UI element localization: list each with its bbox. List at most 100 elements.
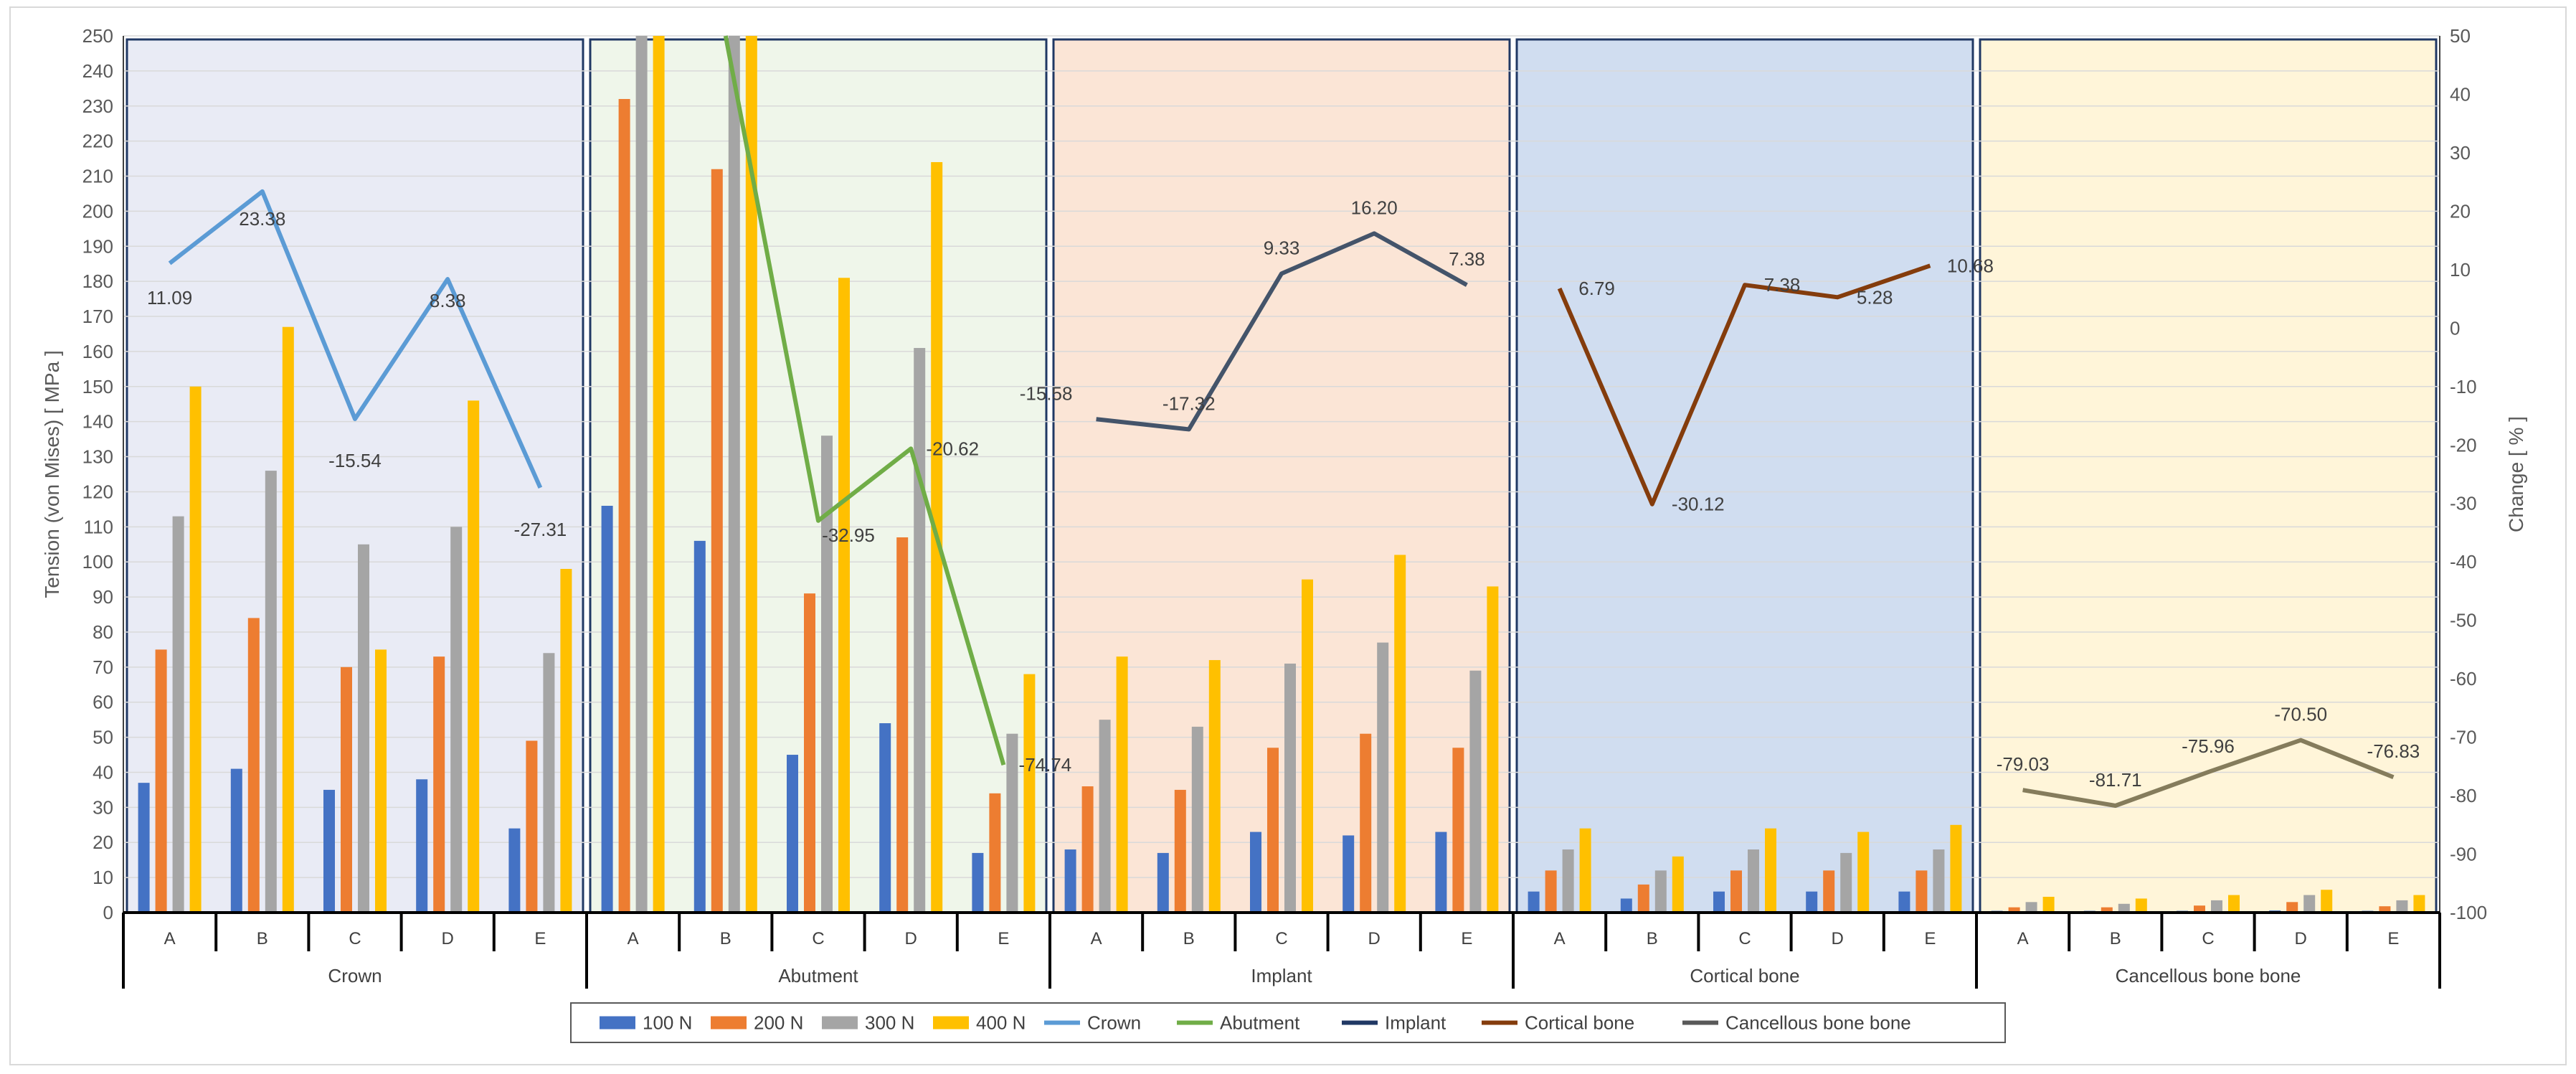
change-label-cortical-bone-c: 7.38 <box>1764 274 1801 296</box>
bar-abutment-a-300-n <box>635 36 648 913</box>
bar-implant-c-400-n <box>1302 579 1313 913</box>
bar-implant-b-400-n <box>1208 660 1221 913</box>
bar-crown-d-200-n <box>433 656 445 913</box>
x-tick-label: E <box>998 929 1009 948</box>
bar-cortical-bone-b-300-n <box>1654 870 1667 913</box>
bar-abutment-b-100-n <box>693 540 706 913</box>
change-label-crown-d: 8.38 <box>430 290 466 311</box>
bar-cancellous-bone-bone-b-200-n <box>2101 907 2113 913</box>
y-tick-label: 20 <box>93 832 113 853</box>
y2-tick-label: -50 <box>2450 610 2477 631</box>
legend-label-implant: Implant <box>1385 1012 1446 1034</box>
legend-label-100-n: 100 N <box>643 1012 692 1034</box>
x-tick-label: E <box>1461 929 1472 948</box>
y-tick-label: 150 <box>82 376 113 397</box>
x-tick-label: A <box>1091 929 1102 948</box>
x-tick-label: E <box>534 929 546 948</box>
x-tick-label: C <box>812 929 824 948</box>
bar-crown-d-100-n <box>416 779 428 913</box>
change-label-abutment-d: -20.62 <box>926 438 979 459</box>
x-tick-label: C <box>1738 929 1751 948</box>
y2-tick-label: -70 <box>2450 727 2477 748</box>
bar-crown-e-200-n <box>526 740 538 913</box>
bar-cortical-bone-a-200-n <box>1545 870 1557 913</box>
bar-implant-c-300-n <box>1284 663 1296 913</box>
y-tick-label: 120 <box>82 481 113 502</box>
y2-tick-label: 0 <box>2450 317 2460 339</box>
x-tick-label: A <box>628 929 639 948</box>
bar-cancellous-bone-bone-e-300-n <box>2396 900 2408 913</box>
y-tick-label: 190 <box>82 235 113 257</box>
bar-cancellous-bone-bone-a-400-n <box>2042 897 2055 913</box>
x-tick-label: C <box>1275 929 1287 948</box>
y-tick-label: 200 <box>82 200 113 222</box>
gridlines <box>123 35 2440 913</box>
y-tick-label: 160 <box>82 341 113 362</box>
x-tick-label: D <box>905 929 917 948</box>
bar-crown-d-300-n <box>450 527 463 913</box>
bar-crown-c-100-n <box>323 789 335 913</box>
bar-crown-a-100-n <box>138 783 150 913</box>
x-tick-label: D <box>1368 929 1381 948</box>
bar-cancellous-bone-bone-d-400-n <box>2321 890 2333 913</box>
change-label-cortical-bone-e: 10.68 <box>1947 255 1994 276</box>
change-label-crown-c: -15.54 <box>328 450 382 471</box>
legend-label-cancellous-bone-bone: Cancellous bone bone <box>1725 1012 1911 1034</box>
y-tick-label: 50 <box>93 727 113 748</box>
bar-crown-c-300-n <box>358 544 369 913</box>
bar-implant-c-100-n <box>1250 832 1261 913</box>
panel-implant <box>1052 38 1511 914</box>
bar-implant-e-400-n <box>1487 586 1499 913</box>
bar-crown-c-400-n <box>375 649 387 913</box>
y2-tick-label: -40 <box>2450 551 2477 573</box>
x-tick-label: D <box>442 929 454 948</box>
y-tick-label: 130 <box>82 446 113 468</box>
bar-implant-b-300-n <box>1191 726 1203 913</box>
change-label-cancellous-bone-bone-a: -79.03 <box>1997 753 2050 775</box>
bar-abutment-e-400-n <box>1023 674 1036 913</box>
bar-implant-e-100-n <box>1435 832 1447 913</box>
change-label-crown-a: 11.09 <box>147 287 192 308</box>
bar-implant-b-200-n <box>1174 789 1186 913</box>
bar-crown-e-300-n <box>543 653 555 913</box>
bar-crown-b-200-n <box>247 618 260 913</box>
bar-cortical-bone-c-100-n <box>1713 891 1725 913</box>
bar-implant-e-300-n <box>1469 670 1482 913</box>
x-tick-label: A <box>164 929 176 948</box>
bar-crown-a-400-n <box>189 386 202 913</box>
y-tick-label: 250 <box>82 25 113 47</box>
change-label-cancellous-bone-bone-c: -75.96 <box>2182 735 2235 757</box>
y-tick-label: 60 <box>93 692 113 713</box>
legend-box <box>570 1002 2006 1043</box>
y2-tick-label: -10 <box>2450 376 2477 397</box>
y2-tick-label: 40 <box>2450 83 2471 105</box>
bar-cancellous-bone-bone-b-400-n <box>2135 898 2147 913</box>
panel-crown <box>126 38 584 914</box>
change-label-crown-e: -27.31 <box>514 519 567 540</box>
bar-implant-d-300-n <box>1377 642 1389 913</box>
bar-cancellous-bone-bone-e-400-n <box>2413 895 2425 913</box>
panel-cancellous-bone-bone <box>1979 38 2438 914</box>
y-tick-label: 30 <box>93 796 113 818</box>
x-tick-label: A <box>2017 929 2029 948</box>
x-tick-label: A <box>1554 929 1566 948</box>
bar-cancellous-bone-bone-d-200-n <box>2286 902 2298 913</box>
x-tick-label: C <box>349 929 361 948</box>
bar-cancellous-bone-bone-d-300-n <box>2303 895 2316 913</box>
group-label-crown: Crown <box>328 965 382 986</box>
y-tick-label: 220 <box>82 131 113 152</box>
bar-implant-b-100-n <box>1157 852 1169 913</box>
bar-abutment-a-200-n <box>618 98 630 913</box>
y2-tick-label: 20 <box>2450 200 2471 222</box>
bar-abutment-e-100-n <box>972 852 984 913</box>
bar-cortical-bone-d-200-n <box>1823 870 1835 913</box>
bar-crown-d-400-n <box>468 400 480 913</box>
bar-crown-b-400-n <box>282 326 294 913</box>
bar-cancellous-bone-bone-b-300-n <box>2118 903 2130 913</box>
y2-tick-label: -20 <box>2450 434 2477 456</box>
y2-tick-label: 50 <box>2450 25 2471 47</box>
bar-crown-a-300-n <box>172 516 184 913</box>
legend-swatch-100-n <box>600 1016 635 1030</box>
bar-abutment-c-100-n <box>787 755 798 913</box>
